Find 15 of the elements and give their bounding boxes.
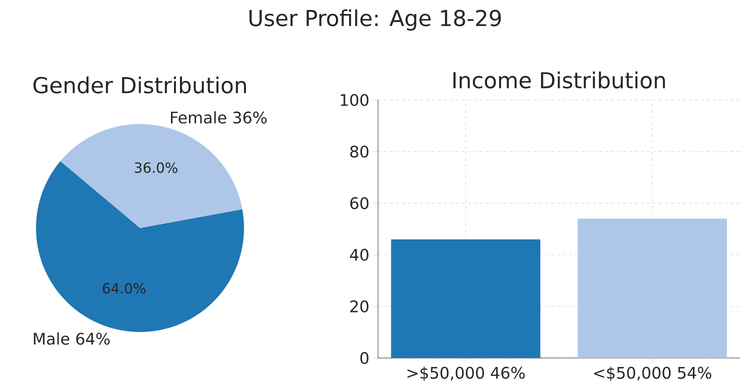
slice-label: Male 64%	[34, 332, 110, 345]
chart-title: Gender Distribution	[33, 76, 246, 94]
slice-label: Female 36%	[170, 111, 267, 124]
y-tick-label: 100	[340, 94, 368, 106]
y-tick-label: 60	[350, 197, 368, 210]
data-label: 36.0%	[134, 162, 178, 173]
x-tick-label: <$50,000 54%	[594, 366, 712, 381]
y-tick-label: 80	[350, 146, 368, 158]
y-tick-label: 0	[360, 352, 368, 364]
data-label: 64.0%	[102, 283, 146, 294]
y-tick-label: 20	[350, 300, 368, 312]
chart-title: Income Distribution	[453, 72, 665, 89]
x-tick-label: >$50,000 46%	[408, 366, 525, 381]
text: User Profile: Age 18-29	[250, 9, 501, 31]
y-tick-label: 40	[350, 248, 368, 261]
